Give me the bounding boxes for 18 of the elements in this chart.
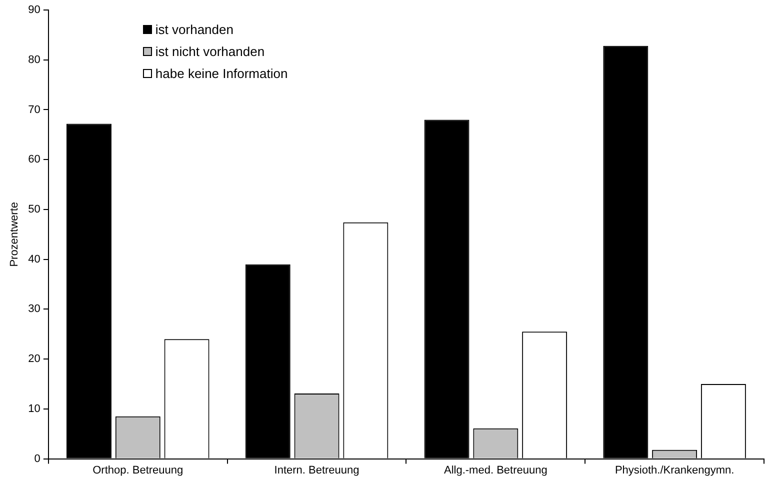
y-tick-label: 0: [34, 452, 40, 465]
y-tick-label: 80: [28, 54, 40, 66]
y-tick-label: 10: [28, 402, 40, 415]
y-tick-label: 30: [28, 303, 40, 316]
x-tick-label: Allg.-med. Betreuung: [444, 464, 548, 476]
y-tick-label: 70: [28, 104, 40, 116]
y-tick-label: 90: [28, 4, 40, 16]
y-tick-label: 40: [28, 253, 40, 266]
y-tick-label: 60: [28, 154, 40, 166]
y-tick-label: 50: [28, 204, 40, 216]
x-tick-label: Physioth./Krankengymn.: [614, 464, 734, 476]
legend-label: habe keine Information: [155, 66, 288, 81]
x-tick-label: Intern. Betreuung: [274, 464, 360, 476]
y-tick-label: 20: [28, 353, 40, 366]
x-tick-label: Orthop. Betreuung: [92, 464, 184, 476]
legend-label: ist vorhanden: [155, 22, 234, 37]
y-axis-title: Prozentwerte: [8, 202, 21, 267]
legend-label: ist nicht vorhanden: [155, 44, 265, 59]
